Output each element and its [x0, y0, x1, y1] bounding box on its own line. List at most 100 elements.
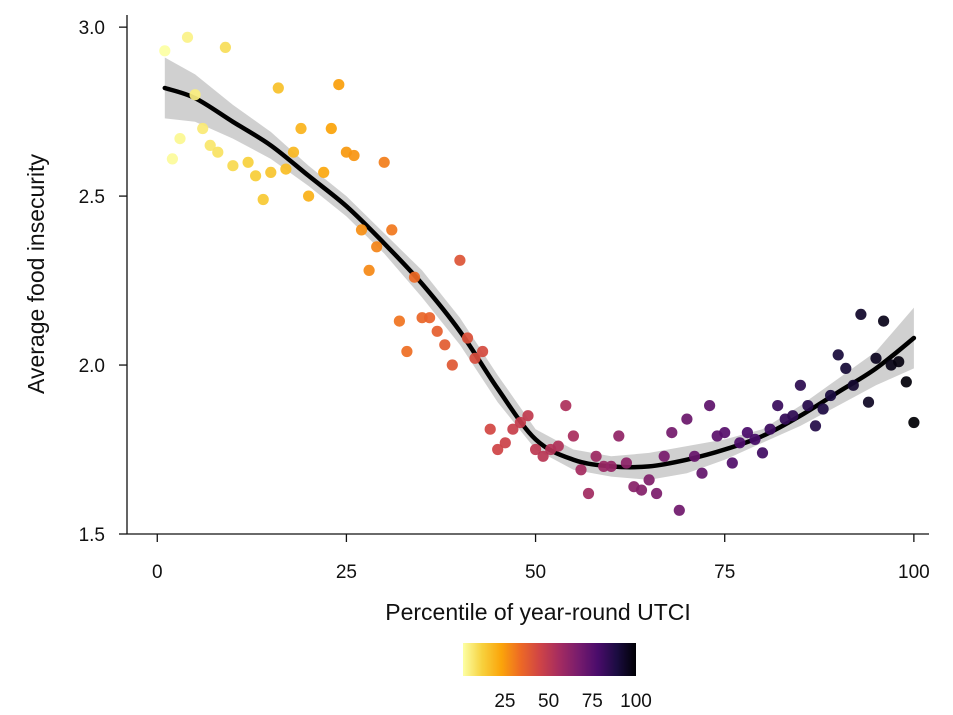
data-point — [832, 349, 844, 361]
data-point — [794, 379, 807, 391]
data-point — [840, 362, 852, 374]
data-point — [704, 400, 716, 412]
data-point — [492, 443, 504, 456]
data-point — [893, 356, 905, 368]
data-point — [386, 224, 398, 236]
data-point — [552, 440, 564, 452]
data-point — [590, 450, 602, 462]
data-point — [582, 487, 595, 500]
data-point — [363, 264, 375, 276]
colorbar-tick-label: 50 — [538, 691, 559, 712]
data-point — [855, 308, 867, 320]
axes: 1.5 2.0 2.5 3.0 0 25 50 75 100 — [79, 15, 930, 583]
data-point — [575, 464, 587, 476]
data-point — [401, 345, 413, 358]
data-point — [461, 332, 474, 344]
data-point — [424, 312, 436, 324]
data-point — [174, 133, 186, 145]
data-point — [371, 241, 383, 253]
data-point — [348, 149, 360, 162]
colorbar-tick-label: 25 — [494, 691, 515, 712]
y-tick-label: 2.5 — [79, 187, 105, 208]
y-tick-label: 3.0 — [79, 18, 105, 39]
data-point — [295, 122, 307, 135]
colorbar-ticks: 25 50 75 100 — [494, 691, 651, 712]
data-point — [908, 416, 920, 429]
data-point — [635, 484, 648, 496]
data-point — [166, 153, 178, 165]
x-tick-label: 75 — [714, 562, 735, 583]
data-point — [613, 430, 625, 442]
data-point — [620, 457, 633, 469]
data-point — [477, 345, 489, 358]
data-point — [870, 352, 882, 364]
data-point — [287, 146, 300, 158]
data-point — [325, 122, 337, 135]
data-point — [809, 420, 822, 432]
data-point — [643, 474, 655, 486]
data-point — [560, 400, 572, 412]
data-point — [787, 410, 799, 422]
data-point — [393, 315, 405, 327]
data-point — [454, 254, 466, 266]
data-point — [749, 433, 761, 445]
data-point — [567, 430, 580, 442]
x-tick-label: 25 — [336, 562, 357, 583]
x-tick-label: 0 — [152, 562, 163, 583]
y-tick-label: 1.5 — [79, 525, 105, 546]
data-point — [355, 224, 368, 236]
data-point — [530, 443, 542, 456]
colorbar-tick-label: 75 — [582, 691, 603, 712]
data-point — [303, 190, 315, 202]
data-point — [446, 359, 458, 371]
data-point — [272, 82, 284, 94]
data-point — [658, 450, 670, 462]
data-point — [862, 396, 875, 408]
data-point — [734, 437, 746, 449]
data-point — [666, 427, 678, 439]
data-point — [817, 403, 829, 415]
data-point — [764, 423, 776, 435]
data-point — [651, 487, 663, 500]
data-point — [756, 447, 769, 459]
data-point — [522, 410, 534, 422]
data-point — [802, 400, 814, 412]
data-point — [408, 271, 421, 283]
data-point — [280, 163, 292, 175]
data-point — [741, 427, 754, 439]
x-axis-title: Percentile of year-round UTCI — [385, 599, 691, 625]
data-point — [197, 122, 209, 135]
data-point — [673, 504, 685, 516]
data-point — [189, 89, 201, 101]
data-point — [250, 170, 262, 182]
data-point — [507, 423, 519, 435]
data-point — [212, 146, 224, 158]
data-point — [878, 315, 890, 327]
data-point — [431, 325, 443, 337]
data-point — [688, 450, 701, 462]
data-point — [204, 139, 216, 151]
data-point — [378, 156, 390, 168]
data-point — [318, 166, 330, 178]
data-point — [900, 376, 912, 388]
data-point — [227, 160, 239, 172]
colorbar — [463, 643, 636, 676]
data-points-layer — [159, 31, 920, 516]
x-tick-label: 100 — [898, 562, 930, 583]
data-point — [484, 423, 496, 435]
data-point — [257, 193, 269, 206]
data-point — [514, 416, 527, 429]
colorbar-tick-label: 100 — [620, 691, 652, 712]
x-tick-label: 50 — [525, 562, 546, 583]
data-point — [265, 166, 277, 178]
data-point — [219, 41, 231, 54]
data-point — [605, 460, 617, 472]
data-point — [772, 400, 784, 412]
data-point — [537, 450, 549, 462]
data-point — [825, 389, 837, 402]
colorbar-legend: 25 50 75 100 — [463, 643, 652, 712]
y-axis-title: Average food insecurity — [23, 154, 49, 394]
data-point — [726, 457, 738, 469]
data-point — [333, 79, 345, 91]
